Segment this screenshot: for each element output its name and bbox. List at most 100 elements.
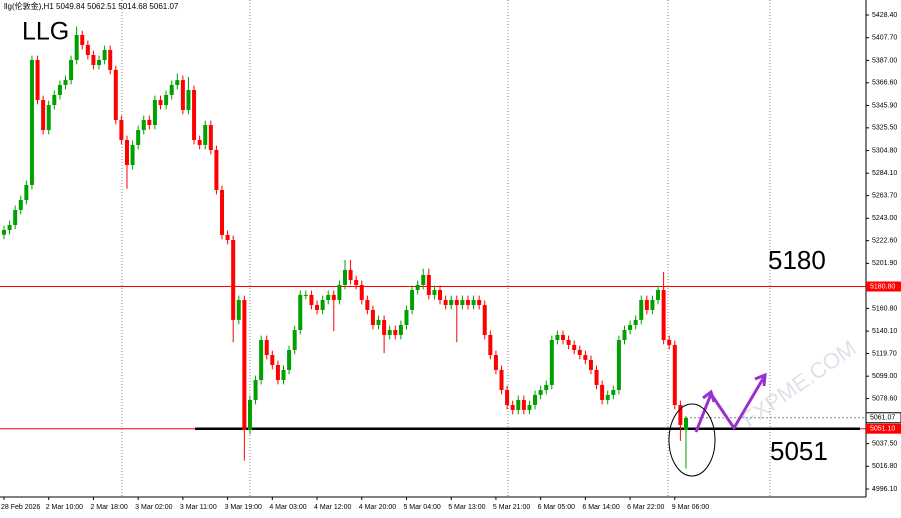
candle-body	[426, 274, 431, 295]
candle-body	[650, 299, 655, 310]
candle-body	[555, 334, 560, 340]
y-tick-label: 5366.60	[872, 80, 897, 87]
candle-body	[69, 59, 74, 81]
candle-body	[656, 289, 661, 300]
y-tick-label: 5345.90	[872, 102, 897, 109]
y-tick-label: 5099.00	[872, 373, 897, 380]
x-tick-label: 28 Feb 2026	[1, 504, 40, 511]
chart-title: llg(伦敦金),H1 5049.84 5062.51 5014.68 5061…	[4, 1, 179, 11]
candle-body	[186, 90, 191, 110]
candle-body	[482, 305, 487, 335]
candle-body	[561, 334, 565, 340]
candle-body	[46, 105, 51, 131]
x-tick-label: 4 Mar 12:00	[314, 504, 351, 511]
y-tick-label: 5243.00	[872, 215, 897, 222]
candle-body	[566, 339, 571, 345]
x-tick-label: 5 Mar 04:00	[403, 504, 440, 511]
candle-body	[493, 355, 498, 370]
candle-body	[124, 140, 129, 166]
projection-arrow	[694, 372, 767, 433]
candle-body	[315, 305, 320, 310]
candle-body	[611, 389, 616, 395]
level-label-box	[866, 281, 901, 292]
candle-body	[661, 289, 666, 340]
highlight-circle	[668, 403, 716, 477]
candle-body	[393, 330, 398, 335]
candle-body	[13, 209, 18, 225]
candle-body	[113, 69, 118, 120]
candle-body	[52, 94, 57, 106]
candle-body	[460, 299, 465, 306]
candle-body	[505, 389, 510, 406]
candle-body	[264, 339, 269, 356]
candle-body	[633, 319, 638, 325]
candle-body	[683, 417, 688, 431]
candle-body	[410, 289, 415, 310]
candle-body	[158, 99, 163, 106]
candle-body	[438, 289, 443, 300]
candle-body	[136, 130, 141, 145]
candle-body	[141, 119, 146, 131]
y-tick-label: 5325.50	[872, 125, 897, 132]
candle-body	[220, 190, 225, 235]
candle-body	[477, 299, 482, 306]
x-tick-label: 9 Mar 06:00	[672, 504, 709, 511]
candle-body	[678, 405, 683, 425]
symbol-label: LLG	[22, 18, 69, 46]
y-tick-label: 4996.10	[872, 486, 897, 493]
candle-body	[102, 49, 107, 60]
candle-body	[616, 339, 621, 390]
candle-body	[354, 280, 359, 285]
candle-body	[538, 389, 543, 395]
candle-body	[236, 299, 241, 320]
x-tick-label: 3 Mar 02:00	[135, 504, 172, 511]
y-tick-label: 5304.80	[872, 147, 897, 154]
candle-body	[203, 124, 208, 145]
candle-body	[639, 299, 644, 320]
candle-body	[588, 359, 593, 370]
candle-body	[208, 124, 213, 150]
candle-body	[628, 324, 633, 331]
candle-body	[449, 299, 454, 306]
candle-body	[41, 99, 46, 131]
candle-body	[415, 284, 420, 290]
x-tick-label: 5 Mar 13:00	[448, 504, 485, 511]
candle-body	[29, 59, 34, 185]
candle-body	[169, 84, 174, 95]
candle-body	[147, 119, 152, 125]
candle-body	[605, 394, 610, 400]
x-tick-label: 3 Mar 19:00	[225, 504, 262, 511]
candle-body	[398, 324, 403, 335]
x-tick-label: 2 Mar 10:00	[46, 504, 83, 511]
candle-body	[549, 339, 554, 385]
candle-body	[192, 90, 197, 141]
candle-body	[119, 119, 124, 141]
candle-body	[108, 49, 113, 70]
y-tick-label: 5119.70	[872, 350, 897, 357]
current-price-box	[865, 412, 901, 424]
candle-body	[667, 339, 672, 345]
candle-body	[231, 240, 236, 320]
candle-body	[287, 349, 292, 370]
candle-body	[175, 80, 180, 85]
candle-body	[2, 230, 6, 235]
candle-body	[309, 294, 314, 306]
resistance-label: 5180	[768, 245, 826, 275]
x-tick-label: 4 Mar 03:00	[269, 504, 306, 511]
candle-body	[164, 94, 169, 106]
candle-body	[259, 339, 264, 381]
candle-body	[594, 369, 599, 385]
candle-body	[242, 299, 247, 431]
candle-body	[365, 299, 370, 310]
candle-body	[544, 384, 549, 390]
candle-body	[583, 355, 588, 360]
x-tick-label: 5 Mar 21:00	[493, 504, 530, 511]
candle-body	[18, 199, 23, 210]
candle-body	[443, 299, 448, 306]
candle-body	[298, 294, 303, 331]
candle-body	[57, 84, 62, 95]
level-label: 5051.10	[870, 426, 895, 433]
candle-body	[359, 284, 364, 300]
candle-body	[387, 330, 392, 335]
